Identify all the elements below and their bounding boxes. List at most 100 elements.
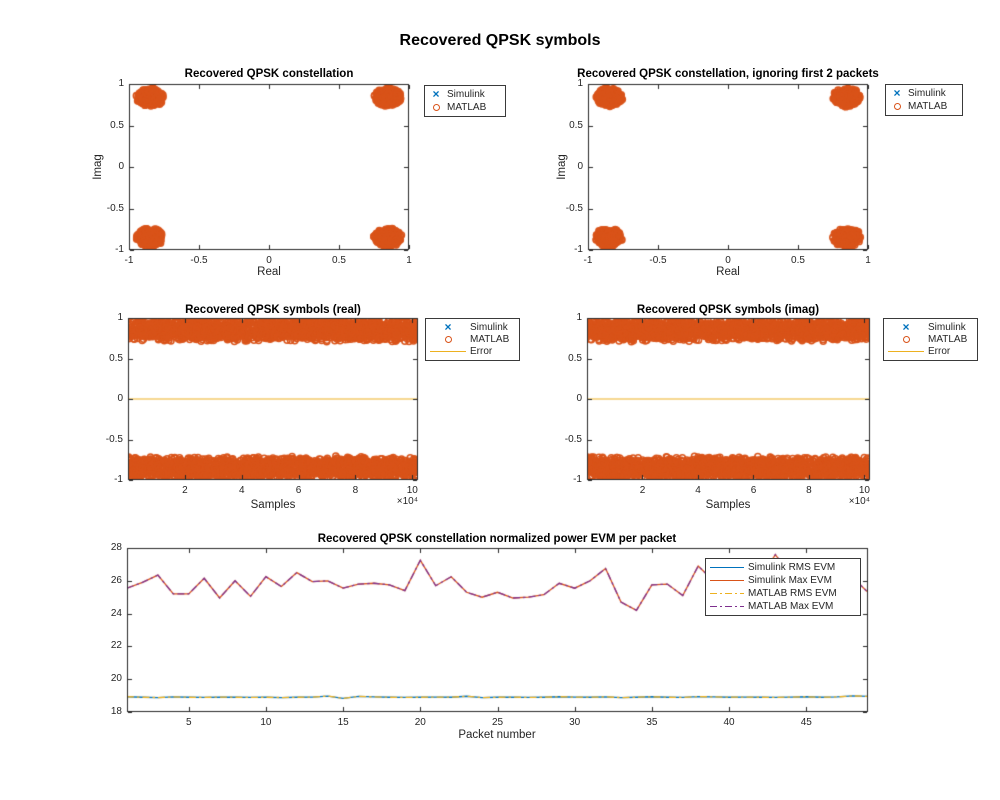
subplot-title-evm: Recovered QPSK constellation normalized … [317, 533, 677, 545]
tick-label: -0.5 [106, 202, 124, 214]
legend-evm: Simulink RMS EVM Simulink Max EVM MATLAB R… [705, 558, 861, 616]
tick-label: 6 [750, 485, 757, 496]
tick-label: 30 [569, 717, 581, 728]
tick-label: 1 [117, 312, 123, 323]
tick-label: -0.5 [565, 202, 583, 214]
tick-label: 25 [491, 717, 504, 728]
dashdot-line-sample-icon [710, 605, 744, 608]
tick-label: 24 [110, 607, 122, 619]
tick-label: 0 [118, 161, 124, 172]
tick-label: 1 [576, 312, 582, 323]
tick-label: 6 [295, 485, 302, 496]
legend-label: MATLAB [908, 100, 948, 112]
x-marker-icon: × [444, 320, 452, 335]
tick-label: 0 [266, 255, 272, 266]
x-marker-icon: × [432, 87, 440, 102]
qpsk-constellation-ignore2-plot [585, 81, 871, 253]
tick-label: 4 [238, 485, 245, 496]
tick-label: 0.5 [110, 119, 124, 131]
legend-label: Simulink [928, 321, 966, 333]
legend-item: × Simulink [429, 88, 501, 101]
legend-item: MATLAB [890, 100, 958, 113]
legend-item: Simulink RMS EVM [710, 561, 856, 574]
tick-label: 8 [352, 485, 359, 496]
tick-label: 0.5 [109, 352, 123, 364]
figure-title: Recovered QPSK symbols [399, 32, 601, 49]
legend-item: MATLAB [429, 101, 501, 114]
legend-label: Simulink [908, 87, 946, 99]
legend-label: MATLAB RMS EVM [748, 588, 837, 599]
tick-label: 22 [110, 640, 122, 652]
tick-label: 28 [110, 542, 122, 553]
tick-label: 10 [406, 485, 418, 496]
tick-label: 18 [110, 706, 122, 717]
x-axis-label-samples: Samples [705, 499, 751, 511]
x-axis-label-real: Real [257, 266, 281, 278]
tick-label: -1 [115, 244, 124, 255]
legend-label: Error [928, 345, 951, 357]
tick-label: 20 [110, 673, 122, 685]
qpsk-symbols-real-plot [125, 315, 421, 483]
tick-label: 1 [577, 78, 583, 89]
tick-label: 35 [646, 717, 658, 728]
tick-label: -0.5 [105, 433, 123, 445]
legend-label: Simulink RMS EVM [748, 562, 836, 573]
tick-label: 0 [117, 393, 123, 404]
tick-label: 0 [576, 393, 582, 404]
legend-item: × Simulink [888, 321, 973, 333]
tick-label: 5 [185, 717, 192, 728]
subplot-title-symbols-real: Recovered QPSK symbols (real) [185, 304, 361, 316]
tick-label: -1 [583, 255, 593, 266]
legend-item: MATLAB Max EVM [710, 600, 856, 613]
legend-constellation: × Simulink MATLAB [424, 85, 506, 117]
legend-item: MATLAB [430, 333, 515, 345]
legend-item: MATLAB RMS EVM [710, 587, 856, 600]
legend-symbols-imag: × Simulink MATLAB Error [883, 318, 978, 361]
legend-label: MATLAB [470, 333, 510, 345]
qpsk-symbols-imag-plot [584, 315, 873, 483]
legend-item: Error [888, 345, 973, 357]
x-marker-icon: × [902, 320, 910, 335]
tick-label: 2 [182, 485, 188, 496]
legend-item: Error [430, 345, 515, 357]
x-axis-label-real: Real [716, 266, 740, 278]
circle-marker-icon [890, 102, 904, 110]
legend-label: MATLAB Max EVM [748, 601, 834, 612]
tick-label: 1 [406, 255, 412, 266]
legend-label: MATLAB [928, 333, 968, 345]
tick-label: 10 [260, 717, 272, 728]
subplot-title-symbols-imag: Recovered QPSK symbols (imag) [636, 304, 820, 316]
solid-line-sample-icon [710, 566, 744, 569]
legend-item: MATLAB [888, 333, 973, 345]
tick-label: 2 [639, 485, 646, 496]
tick-label: 0.5 [791, 255, 805, 266]
legend-item: Simulink Max EVM [710, 574, 856, 587]
legend-item: × Simulink [430, 321, 515, 333]
solid-line-sample-icon [888, 350, 924, 353]
dashdot-line-sample-icon [710, 592, 744, 595]
legend-label: Simulink Max EVM [748, 575, 832, 586]
tick-label: 1 [865, 255, 871, 266]
tick-label: 1 [118, 78, 124, 89]
legend-label: Simulink [470, 321, 508, 333]
tick-label: 8 [806, 485, 812, 496]
x-axis-multiplier: ×10⁴ [848, 496, 870, 507]
tick-label: -0.5 [190, 255, 208, 266]
tick-label: -1 [573, 474, 582, 485]
tick-label: 0.5 [568, 352, 582, 364]
legend-label: Error [470, 345, 493, 357]
circle-marker-icon [888, 335, 924, 343]
legend-item: × Simulink [890, 87, 958, 100]
tick-label: -0.5 [564, 433, 582, 445]
tick-label: -1 [124, 255, 134, 266]
tick-label: 10 [858, 485, 870, 496]
x-axis-label-samples: Samples [250, 499, 296, 511]
tick-label: 15 [337, 717, 349, 728]
tick-label: 4 [695, 485, 701, 496]
x-marker-icon: × [893, 86, 901, 101]
solid-line-sample-icon [430, 350, 466, 353]
tick-label: 40 [723, 717, 735, 728]
tick-label: -1 [114, 474, 123, 485]
tick-label: 0.5 [569, 119, 583, 131]
